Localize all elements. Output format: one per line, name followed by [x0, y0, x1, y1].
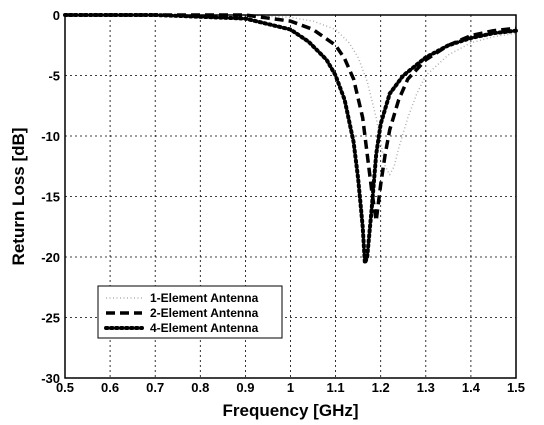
- x-tick-label: 0.5: [56, 380, 74, 395]
- x-tick-label: 1: [287, 380, 294, 395]
- y-axis-label: Return Loss [dB]: [9, 128, 28, 266]
- x-tick-label: 1.1: [327, 380, 345, 395]
- y-tick-label: -20: [41, 250, 60, 265]
- legend-entry-1-element-antenna: 1-Element Antenna: [150, 291, 259, 305]
- x-tick-label: 0.8: [191, 380, 209, 395]
- y-tick-label: -10: [41, 129, 60, 144]
- x-tick-label: 1.4: [462, 380, 481, 395]
- y-tick-label: -5: [48, 69, 60, 84]
- x-tick-label: 0.6: [101, 380, 119, 395]
- y-tick-label: -15: [41, 190, 60, 205]
- y-tick-label: -30: [41, 371, 60, 386]
- tick-labels: 0.5 0.6 0.7 0.8 0.9 1 1.1 1.2 1.3 1.4 1.5 0 -5 -10 -15…: [41, 8, 525, 395]
- y-tick-label: 0: [53, 8, 60, 23]
- x-tick-label: 1.3: [417, 380, 435, 395]
- series-lines: [63, 13, 518, 266]
- x-tick-label: 1.5: [507, 380, 525, 395]
- x-tick-label: 1.2: [372, 380, 390, 395]
- legend-entry-2-element-antenna: 2-Element Antenna: [150, 306, 259, 320]
- x-axis-label: Frequency [GHz]: [222, 401, 358, 420]
- legend-entry-4-element-antenna: 4-Element Antenna: [150, 321, 259, 335]
- x-tick-label: 0.9: [236, 380, 254, 395]
- y-tick-label: -25: [41, 311, 60, 326]
- x-tick-label: 0.7: [146, 380, 164, 395]
- series-line-4-element-antenna: [63, 13, 518, 266]
- plot-area-frame: [64, 14, 517, 379]
